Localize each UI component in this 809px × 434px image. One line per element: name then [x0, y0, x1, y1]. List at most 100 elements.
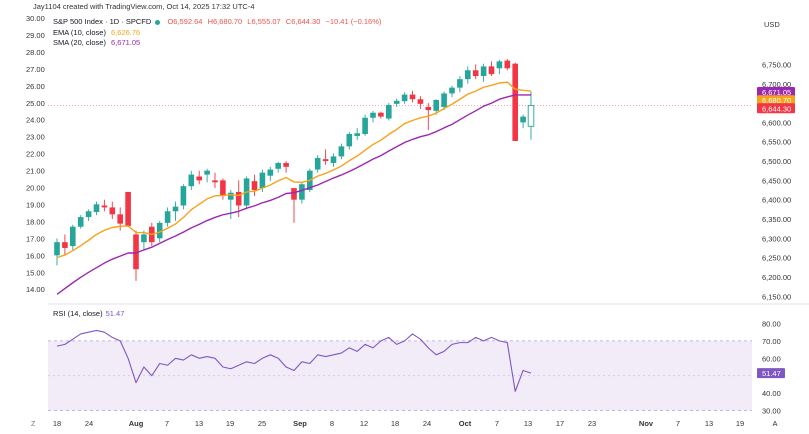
- candle-body: [212, 180, 218, 183]
- currency-label[interactable]: USD: [764, 20, 780, 29]
- price-label-text: 6,671.05: [762, 88, 791, 97]
- price-label-text: 6,680.70: [762, 96, 791, 105]
- candle: [488, 61, 495, 77]
- x-axis-tick: 12: [360, 419, 368, 428]
- candle-body: [472, 70, 479, 77]
- candle: [164, 207, 171, 227]
- chart-header: Jay1104 created with TradingView.com, Oc…: [33, 2, 255, 11]
- candle: [370, 110, 376, 123]
- candle: [449, 85, 455, 98]
- candle-body: [228, 192, 234, 200]
- timezone-icon: Z: [31, 421, 36, 428]
- rsi-legend[interactable]: RSI (14, close) 51.47: [53, 309, 124, 318]
- candle-body: [433, 100, 439, 111]
- low-value: L6,555.07: [247, 17, 281, 26]
- price-axis-tick: 6,700.00: [762, 80, 791, 89]
- x-axis-tick: 7: [495, 419, 499, 428]
- candle: [346, 132, 353, 150]
- candle-body: [101, 205, 108, 208]
- rsi-line: [56, 329, 532, 392]
- rsi-label-bg: [757, 368, 785, 379]
- ohlc-row: S&P 500 Index · 1D · SPCFD O6,592.64 H6,…: [53, 17, 381, 28]
- candle-body: [465, 70, 471, 80]
- sma-label: SMA (20, close): [53, 38, 106, 47]
- ema-value: 6,626.76: [111, 27, 141, 37]
- candle: [465, 66, 471, 84]
- change-value: −10.41 (−0.16%): [325, 17, 382, 26]
- candle-body: [275, 162, 281, 169]
- candle-body: [180, 186, 187, 206]
- symbol-label[interactable]: S&P 500 Index · 1D · SPCFD: [53, 17, 152, 26]
- x-axis-tick: 24: [85, 419, 93, 428]
- left-axis-tick: 26.00: [26, 82, 45, 91]
- price-axis-tick: 6,400.00: [762, 196, 791, 205]
- candle: [480, 63, 487, 82]
- candle-body: [314, 157, 321, 170]
- candle: [330, 153, 337, 167]
- candle: [401, 92, 408, 104]
- candle-body: [504, 60, 511, 69]
- high-value: H6,680.70: [207, 17, 243, 26]
- price-legend: S&P 500 Index · 1D · SPCFD O6,592.64 H6,…: [53, 17, 381, 49]
- candle: [512, 62, 518, 141]
- candle-body: [172, 206, 179, 212]
- price-label: 6,671.05: [757, 86, 795, 97]
- x-axis-tick: Nov: [639, 419, 654, 428]
- x-axis-tick: 23: [588, 419, 596, 428]
- candle-body: [338, 146, 345, 157]
- candle: [527, 91, 535, 140]
- candle-body: [267, 169, 274, 176]
- candle: [188, 170, 195, 191]
- candle: [417, 96, 424, 109]
- candle-body: [527, 104, 535, 127]
- x-axis-tick: 13: [705, 419, 713, 428]
- sma-value: 6,671.05: [111, 38, 141, 47]
- ema-row[interactable]: EMA (10, close) 6,626.76: [53, 28, 381, 39]
- candle-body: [370, 112, 376, 118]
- candle-body: [70, 226, 76, 247]
- candle-body: [109, 207, 116, 215]
- left-axis-tick: 30.00: [26, 14, 45, 23]
- candle-body: [362, 117, 368, 134]
- x-axis-tick: Sep: [293, 419, 307, 428]
- candle: [299, 182, 305, 204]
- candle: [441, 91, 447, 111]
- candle: [275, 161, 281, 173]
- candle-body: [401, 94, 408, 102]
- candle: [141, 230, 147, 250]
- candle-body: [354, 133, 360, 136]
- x-axis-tick: Aug: [129, 419, 144, 428]
- candle-body: [393, 100, 400, 104]
- x-axis-tick: 13: [195, 419, 203, 428]
- x-axis-tick: 8: [330, 419, 334, 428]
- ema-line: [56, 81, 532, 259]
- candle: [212, 172, 218, 189]
- rsi-axis-tick: 60.00: [762, 354, 781, 363]
- candle: [496, 59, 503, 75]
- candle: [433, 99, 439, 115]
- market-status-icon: [155, 19, 161, 25]
- rsi-axis-tick: 80.00: [762, 319, 781, 328]
- candle-body: [125, 191, 131, 226]
- candle: [125, 191, 131, 227]
- x-axis-tick: Oct: [459, 419, 472, 428]
- rsi-value-label: 51.47: [757, 368, 785, 379]
- candle: [267, 166, 274, 182]
- candle: [220, 178, 226, 200]
- candle: [180, 184, 187, 210]
- left-axis-tick: 15.00: [26, 268, 45, 277]
- candle-body: [480, 66, 487, 77]
- candle: [520, 114, 526, 129]
- candle: [204, 168, 210, 183]
- candle: [54, 238, 60, 266]
- sma-row[interactable]: SMA (20, close) 6,671.05: [53, 38, 381, 49]
- rsi-axis-tick: 70.00: [762, 337, 781, 346]
- price-axis-tick: 6,200.00: [762, 273, 791, 282]
- left-axis-tick: 18.00: [26, 217, 45, 226]
- rsi-label: RSI (14, close): [53, 309, 103, 318]
- price-label-bg: [757, 95, 795, 106]
- candle-body: [457, 79, 463, 88]
- left-axis-tick: 27.00: [26, 65, 45, 74]
- candle-body: [188, 174, 195, 187]
